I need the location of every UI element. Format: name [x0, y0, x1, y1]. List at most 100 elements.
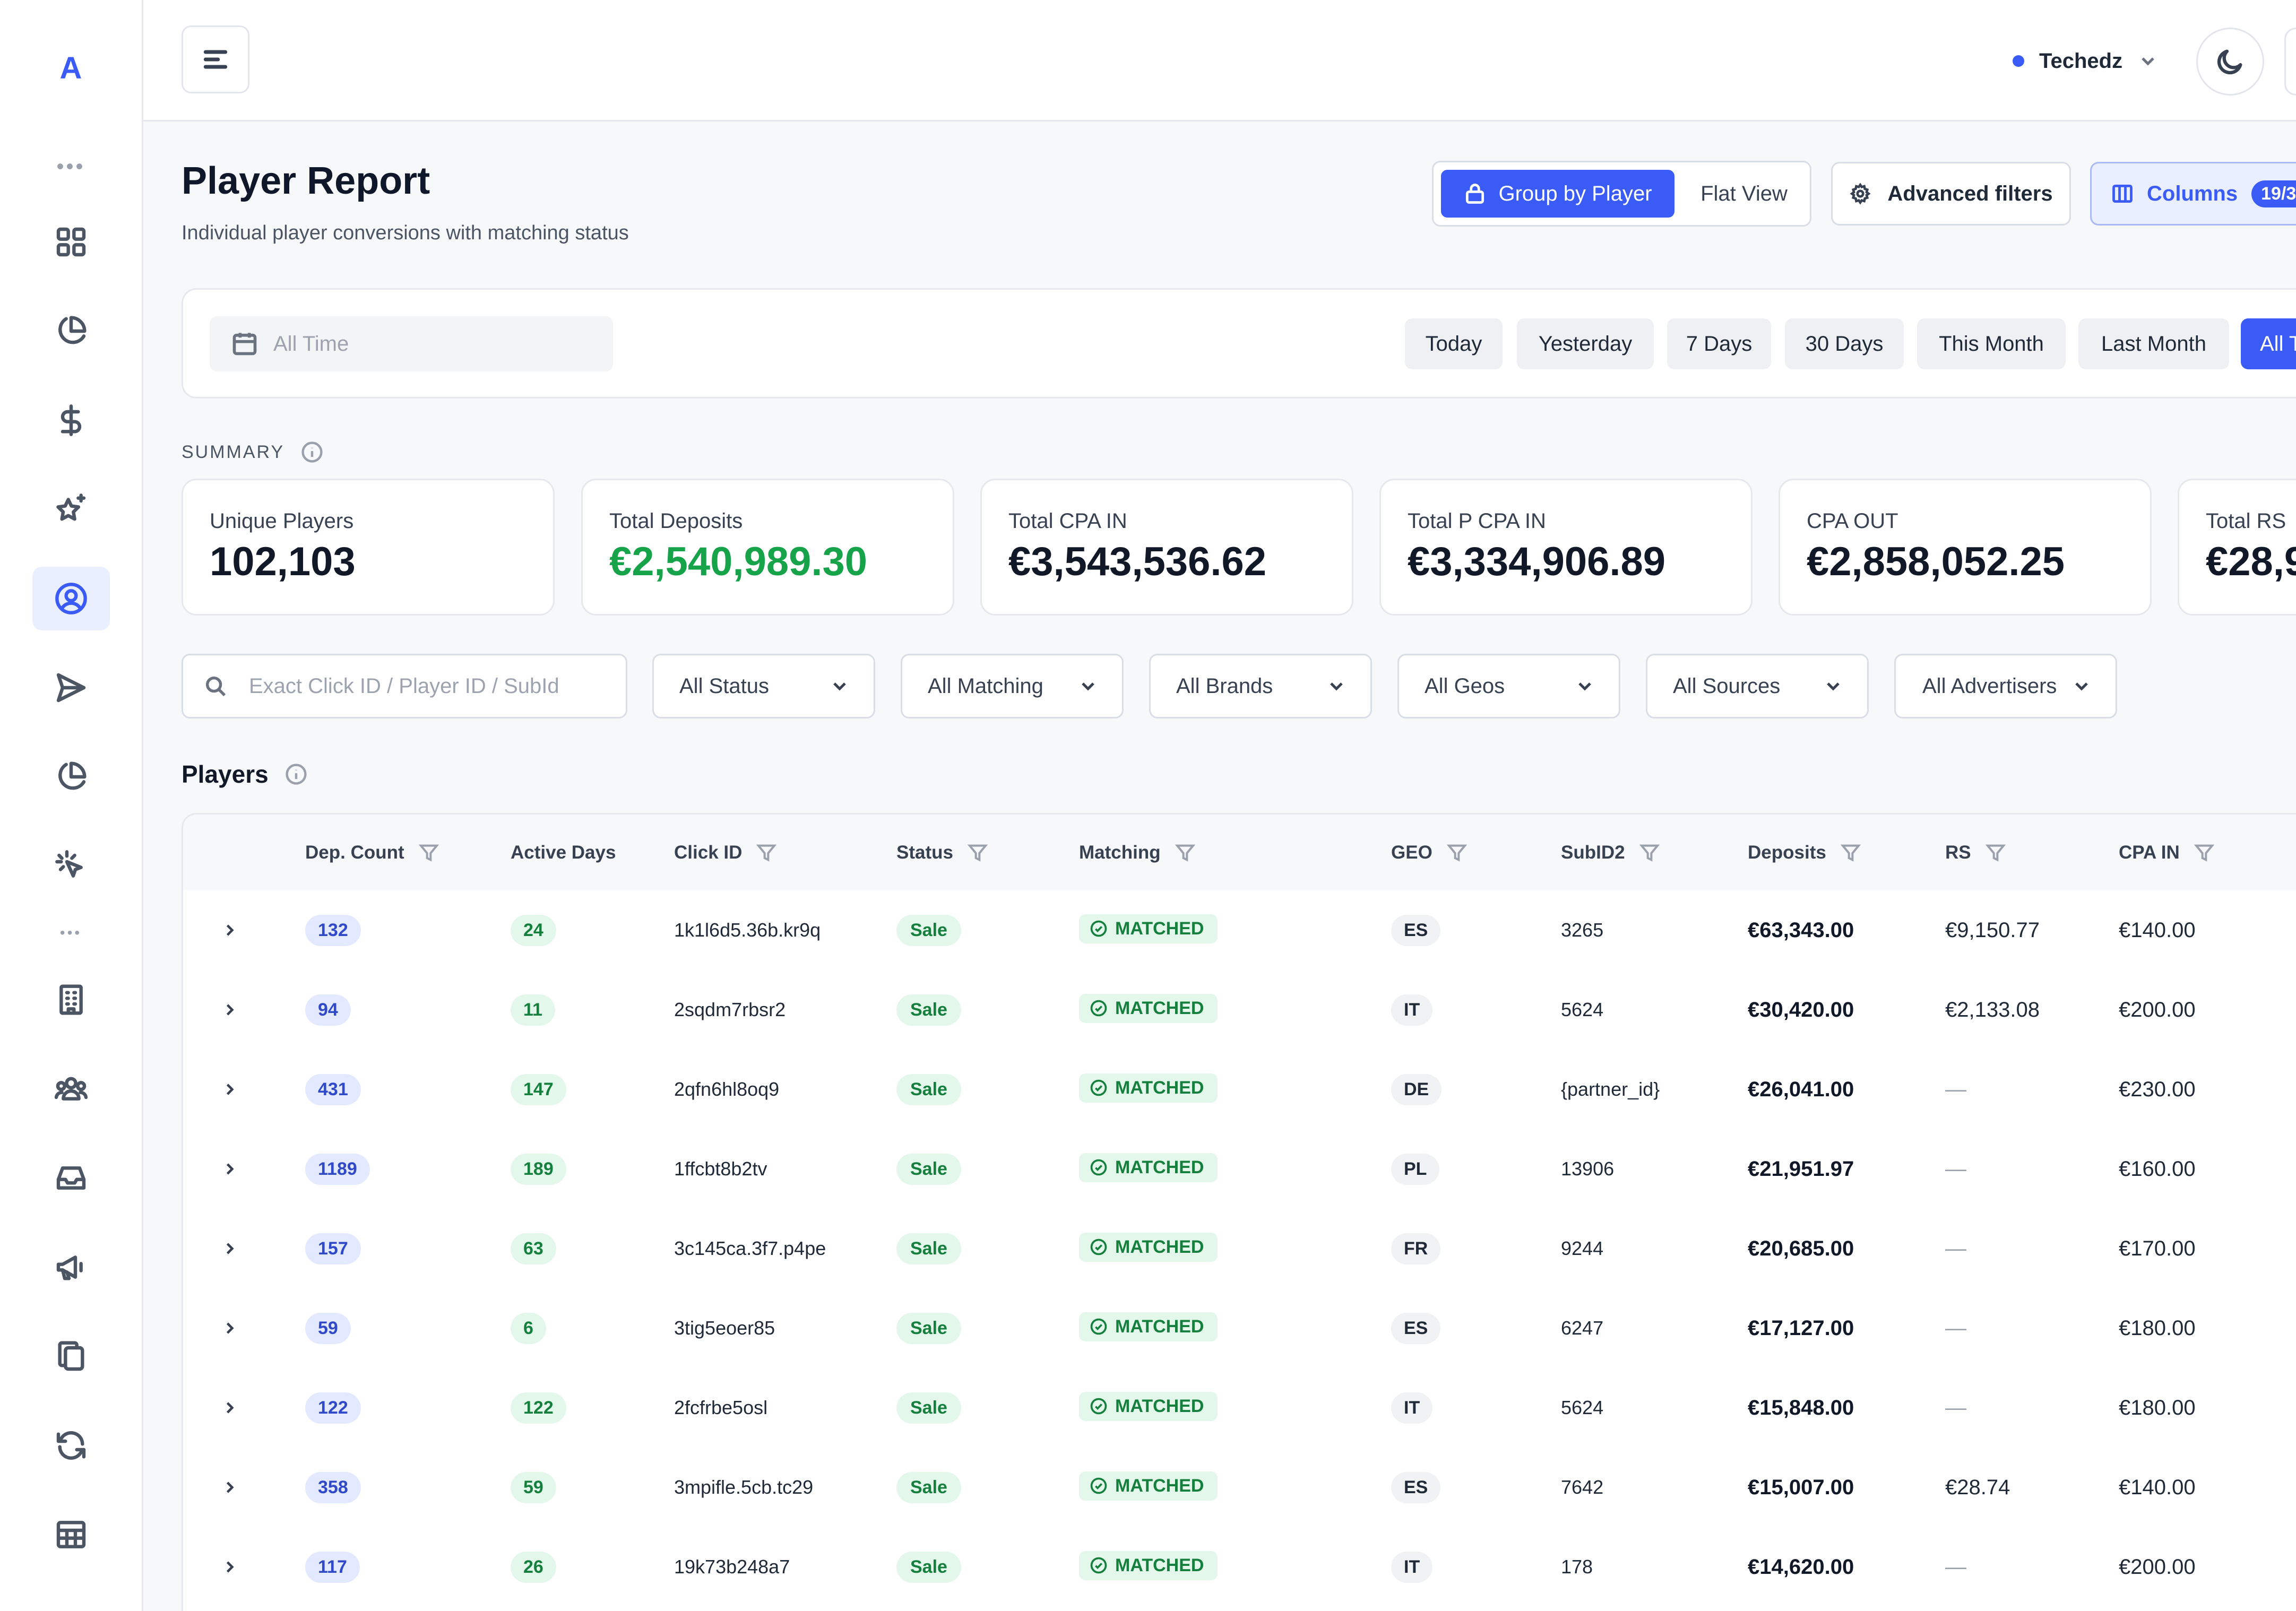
column-header-subid2[interactable]: SubID2 [1561, 815, 1660, 890]
matching-select[interactable]: All Matching [901, 654, 1124, 718]
sidebar-item-tables[interactable] [32, 1503, 110, 1566]
table-row[interactable]: 1189 189 1ffcbt8b2tv Sale MATCHED PL 13906 €21,… [183, 1129, 2296, 1209]
expand-row-button[interactable] [220, 1129, 239, 1209]
table-row[interactable]: 431 147 2qfn6hl8oq9 Sale MATCHED DE {partner_i… [183, 1050, 2296, 1129]
theme-toggle-button[interactable] [2196, 28, 2264, 96]
info-icon[interactable] [284, 763, 308, 786]
click-id-cell[interactable]: 1k1l6d5.36b.kr9q [674, 919, 821, 941]
click-id-cell[interactable]: 3tig5eoer85 [674, 1317, 775, 1339]
table-row[interactable]: 122 122 2fcfrbe5osl Sale MATCHED IT 5624 €15,84… [183, 1368, 2296, 1448]
column-header-rs[interactable]: RS [1945, 815, 2006, 890]
column-header-deposits[interactable]: Deposits [1748, 815, 1861, 890]
expand-row-button[interactable] [220, 1527, 239, 1607]
columns-button[interactable]: Columns 19/34 [2090, 162, 2296, 226]
org-switcher[interactable]: Techedz [2013, 42, 2159, 80]
sidebar-item-users[interactable] [32, 1057, 110, 1121]
column-header-geo[interactable]: GEO [1391, 815, 1468, 890]
group-by-player-button[interactable]: Group by Player [1441, 170, 1674, 218]
click-id-cell[interactable]: 1ffcbt8b2tv [674, 1158, 767, 1180]
date-range-input[interactable]: All Time [210, 316, 613, 371]
menu-toggle-button[interactable] [182, 25, 249, 93]
range-7-days-button[interactable]: 7 Days [1667, 318, 1771, 369]
filter-icon[interactable] [1639, 842, 1660, 863]
info-icon[interactable] [300, 440, 324, 464]
sidebar-item-players[interactable] [32, 567, 110, 630]
search-input[interactable]: Exact Click ID / Player ID / SubId [182, 654, 627, 718]
expand-row-button[interactable] [220, 1448, 239, 1527]
table-row[interactable]: 132 24 1k1l6d5.36b.kr9q Sale MATCHED ES 3265 €6… [183, 890, 2296, 970]
column-header-dep-count[interactable]: Dep. Count [305, 815, 439, 890]
sidebar-item-send[interactable] [32, 656, 110, 720]
click-id-cell[interactable]: 19k73b248a7 [674, 1556, 790, 1578]
table-row[interactable]: 59 6 3tig5eoer85 Sale MATCHED ES 6247 €17,127.0… [183, 1288, 2296, 1368]
sidebar-item-inbox[interactable] [32, 1146, 110, 1210]
profile-button[interactable] [2284, 28, 2296, 96]
click-id-cell[interactable]: 2sqdm7rbsr2 [674, 999, 786, 1020]
sidebar-item-sync[interactable] [32, 1414, 110, 1477]
advanced-filters-button[interactable]: Advanced filters [1831, 162, 2071, 226]
column-header-active-days[interactable]: Active Days [511, 815, 616, 890]
column-header-cpa-in[interactable]: CPA IN [2119, 815, 2215, 890]
click-id-cell[interactable]: 2fcfrbe5osl [674, 1397, 768, 1418]
table-row[interactable]: 157 63 3c145ca.3f7.p4pe Sale MATCHED FR 9244 €2… [183, 1209, 2296, 1288]
subid2-cell: {partner_id} [1561, 1078, 1660, 1100]
sidebar-item-finance[interactable] [32, 388, 110, 452]
filter-icon[interactable] [418, 842, 439, 863]
sidebar-item-companies[interactable] [32, 968, 110, 1032]
app-logo[interactable]: A [59, 51, 82, 85]
range-last-month-button[interactable]: Last Month [2078, 318, 2229, 369]
click-id-cell[interactable]: 3c145ca.3f7.p4pe [674, 1237, 826, 1259]
chevron-right-icon [226, 1322, 234, 1334]
rs-cell: €28.74 [1945, 1475, 2010, 1499]
status-select[interactable]: All Status [652, 654, 875, 718]
matching-badge: MATCHED [1079, 1153, 1218, 1182]
more-dots-icon[interactable]: ••• [56, 155, 85, 178]
deposits-cell: €30,420.00 [1748, 998, 1854, 1021]
filter-icon[interactable] [2194, 842, 2215, 863]
subid2-cell: 178 [1561, 1556, 1593, 1578]
click-id-cell[interactable]: 3mpifle.5cb.tc29 [674, 1476, 814, 1498]
cpa-in-cell: €230.00 [2119, 1077, 2196, 1101]
expand-row-button[interactable] [220, 1209, 239, 1288]
filter-icon[interactable] [1446, 842, 1468, 863]
sidebar-item-analytics[interactable] [32, 299, 110, 363]
expand-row-button[interactable] [220, 890, 239, 970]
table-row[interactable]: 117 26 19k73b248a7 Sale MATCHED IT 178 €14,620.… [183, 1527, 2296, 1607]
sidebar-item-campaigns[interactable] [32, 1235, 110, 1299]
range-all-time-button[interactable]: All Time [2241, 318, 2296, 369]
advertisers-select[interactable]: All Advertisers [1894, 654, 2117, 718]
cpa-in-cell: €160.00 [2119, 1157, 2196, 1181]
geos-select[interactable]: All Geos [1397, 654, 1620, 718]
status-select-value: All Status [679, 674, 769, 698]
expand-row-button[interactable] [220, 1050, 239, 1129]
deposits-cell: €63,343.00 [1748, 918, 1854, 942]
filter-icon[interactable] [1840, 842, 1861, 863]
sources-select[interactable]: All Sources [1646, 654, 1869, 718]
table-row[interactable]: 94 11 2sqdm7rbsr2 Sale MATCHED IT 5624 €30,420.… [183, 970, 2296, 1050]
expand-row-button[interactable] [220, 1288, 239, 1368]
brands-select[interactable]: All Brands [1149, 654, 1372, 718]
expand-row-button[interactable] [220, 1368, 239, 1448]
stat-value: 102,103 [210, 539, 356, 584]
sidebar-item-documents[interactable] [32, 1324, 110, 1388]
filter-icon[interactable] [1175, 842, 1196, 863]
sidebar-item-clicks[interactable] [32, 834, 110, 898]
flat-view-button[interactable]: Flat View [1701, 181, 1788, 205]
range-30-days-button[interactable]: 30 Days [1785, 318, 1904, 369]
table-row[interactable]: 358 59 3mpifle.5cb.tc29 Sale MATCHED ES 7642 €1… [183, 1448, 2296, 1527]
filter-icon[interactable] [967, 842, 988, 863]
sidebar-item-dashboard[interactable] [32, 210, 110, 274]
column-header-status[interactable]: Status [896, 815, 988, 890]
chevron-down-icon [2142, 57, 2154, 66]
click-id-cell[interactable]: 2qfn6hl8oq9 [674, 1078, 780, 1100]
sidebar-item-reports[interactable] [32, 745, 110, 809]
range-this-month-button[interactable]: This Month [1917, 318, 2066, 369]
sidebar-item-offers[interactable] [32, 478, 110, 541]
range-yesterday-button[interactable]: Yesterday [1517, 318, 1654, 369]
filter-icon[interactable] [756, 842, 777, 863]
filter-icon[interactable] [1985, 842, 2006, 863]
range-today-button[interactable]: Today [1405, 318, 1503, 369]
column-header-matching[interactable]: Matching [1079, 815, 1196, 890]
column-header-click-id[interactable]: Click ID [674, 815, 777, 890]
expand-row-button[interactable] [220, 970, 239, 1050]
